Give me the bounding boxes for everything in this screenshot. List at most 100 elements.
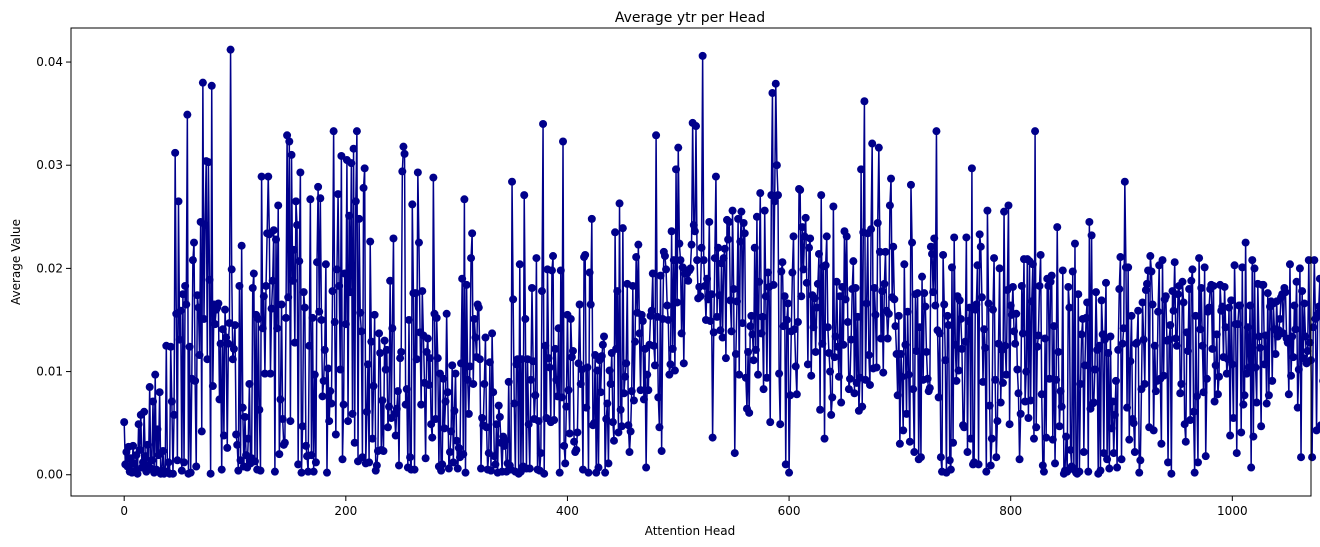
data-point [956,314,965,323]
data-point [814,249,823,258]
data-point [1212,330,1221,339]
data-point [468,229,477,238]
data-point [1105,464,1114,473]
data-point [1046,277,1055,286]
data-point [887,174,896,183]
data-point [381,365,390,374]
data-point [885,201,894,210]
data-point [1038,461,1047,470]
data-point [319,376,328,385]
data-point [981,343,990,352]
data-point [904,370,913,379]
data-point [329,127,338,136]
data-point [686,264,695,273]
data-point [915,323,924,332]
data-point [155,388,164,397]
data-point [638,317,647,326]
data-point [463,375,472,384]
data-point [647,306,656,315]
data-point [316,194,325,203]
data-point [393,387,402,396]
data-point [1172,341,1181,350]
data-point [602,415,611,424]
data-point [1026,396,1035,405]
data-point [120,418,129,427]
data-point [324,364,333,373]
data-point [237,241,246,250]
data-point [308,313,317,322]
data-point [746,322,755,331]
data-point [1176,389,1185,398]
data-point [728,206,737,215]
data-point [786,391,795,400]
data-point [611,228,620,237]
data-point [355,214,364,223]
data-point [736,237,745,246]
data-point [1037,390,1046,399]
data-point [585,268,594,277]
data-point [1288,332,1297,341]
data-point [570,437,579,446]
data-point [339,400,348,409]
data-point [365,458,374,467]
data-point [488,329,497,338]
data-point [338,455,347,464]
data-point [289,245,298,254]
data-point [980,325,989,334]
data-point [644,386,653,395]
data-point [860,97,869,106]
data-point [967,164,976,173]
data-point [536,449,545,458]
data-point [781,460,790,469]
data-point [1004,201,1013,210]
data-point [1028,260,1037,269]
data-point [881,247,890,256]
data-point [552,375,561,384]
data-point [274,201,283,210]
data-point [703,274,712,283]
data-point [175,335,184,344]
data-point [1289,353,1298,362]
data-point [360,164,369,173]
data-point [1008,282,1017,291]
data-point [777,267,786,276]
data-point [1209,281,1218,290]
data-point [1177,379,1186,388]
data-point [880,279,889,288]
data-point [714,243,723,252]
data-point [679,359,688,368]
data-point [527,284,536,292]
data-point [857,165,866,174]
data-point [822,232,831,241]
data-point [1218,302,1227,311]
data-point [1310,256,1319,265]
data-point [1096,466,1105,475]
data-point [788,268,797,277]
data-point [613,287,622,296]
data-point [1241,238,1250,247]
data-point [574,359,583,368]
data-point [135,445,144,454]
data-point [925,384,934,393]
data-point [850,389,859,398]
data-point [1016,409,1025,418]
data-point [400,149,409,158]
data-point [1186,416,1195,425]
data-point [378,396,387,405]
data-point [510,399,519,408]
data-point [842,232,851,241]
data-point [693,256,702,265]
data-point [1114,345,1123,354]
data-point [1027,297,1036,306]
data-point [639,395,648,404]
data-point [1058,266,1067,275]
data-point [1233,320,1242,329]
data-point [908,238,917,247]
data-point [687,240,696,249]
data-point [562,402,571,411]
data-point [198,78,207,87]
data-point [545,363,554,372]
data-point [1249,432,1258,441]
data-point [1130,448,1139,457]
data-point [593,366,602,375]
